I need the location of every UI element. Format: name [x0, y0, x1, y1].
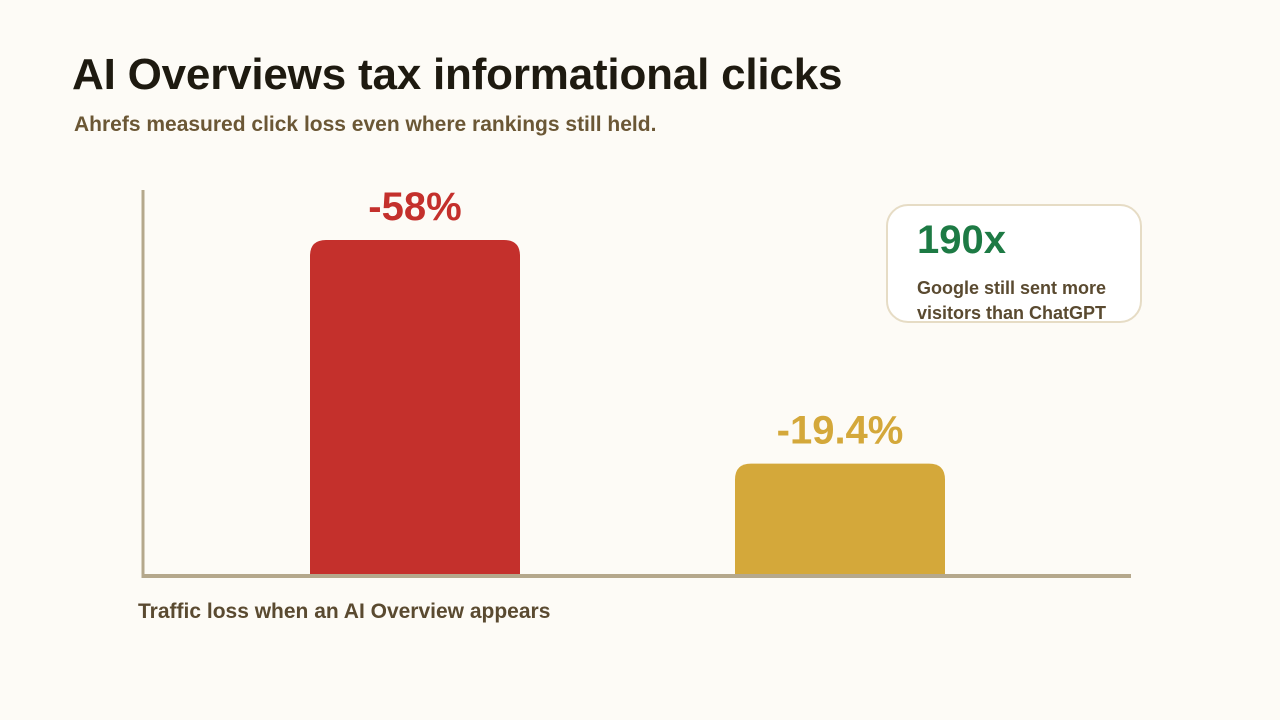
bar-value-label: -19.4% [777, 409, 904, 453]
chart-title: AI Overviews tax informational clicks [72, 50, 843, 99]
callout-value: 190x [917, 218, 1006, 262]
callout-text: Google still sent more visitors than Cha… [917, 278, 1107, 323]
chart-subtitle: Ahrefs measured click loss even where ra… [74, 113, 657, 136]
bar [310, 240, 520, 576]
bar [735, 463, 945, 576]
x-axis-label: Traffic loss when an AI Overview appears [138, 600, 551, 623]
stat-callout: 190x Google still sent more visitors tha… [886, 204, 1142, 323]
bar-value-label: -58% [368, 185, 461, 229]
